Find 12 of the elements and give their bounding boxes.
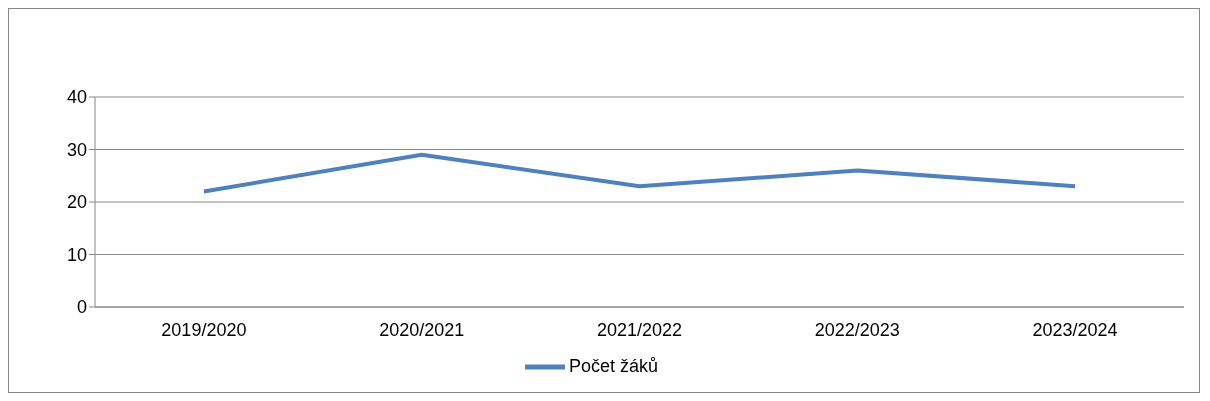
- x-tick-label: 2019/2020: [161, 319, 247, 340]
- x-tick-label: 2022/2023: [814, 319, 900, 340]
- legend-label: Počet žáků: [568, 355, 659, 376]
- x-tick-label: 2021/2022: [596, 319, 683, 340]
- y-tick-label: 0: [76, 297, 87, 318]
- y-tick-label: 20: [66, 192, 87, 213]
- y-tick-label: 40: [66, 87, 87, 108]
- x-tick-label: 2023/2024: [1032, 319, 1118, 340]
- y-tick-label: 10: [66, 244, 87, 265]
- x-tick-label: 2020/2021: [379, 319, 465, 340]
- y-tick-label: 30: [66, 139, 87, 160]
- line-series: [201, 152, 1078, 194]
